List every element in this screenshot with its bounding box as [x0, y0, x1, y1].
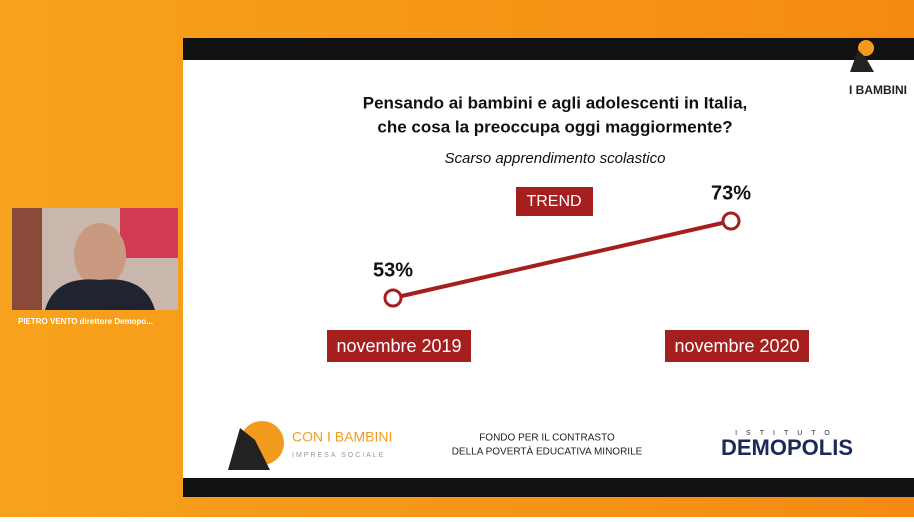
webcam: [12, 208, 178, 310]
webcam-caption: PIETRO VENTO direttore Demopo...: [18, 317, 153, 326]
category-label: novembre 2020: [674, 336, 799, 356]
footer-institute: ISTITUTO: [735, 430, 839, 437]
logo-text: I BAMBINI: [849, 83, 907, 97]
logo-icon: [850, 40, 874, 72]
slide: [183, 38, 914, 497]
line: [392, 219, 732, 300]
category-box: [327, 330, 471, 362]
value-label: 53%: [373, 259, 413, 281]
chart: 53% novembre 2019 73% novembre 2020: [327, 182, 809, 362]
point: [721, 211, 741, 231]
chart-subtitle: Scarso apprendimento scolastico: [445, 150, 666, 167]
footer-institute-name: DEMOPOLIS: [721, 435, 853, 460]
chart-title: Pensando ai bambini e agli adolescenti i…: [363, 93, 748, 112]
chart-title: che cosa la preoccupa oggi maggiormente?: [377, 117, 732, 136]
slide-top-bar: [183, 38, 914, 60]
slide-bottom-bar: [183, 478, 914, 497]
category-label: novembre 2019: [336, 336, 461, 356]
footer-logo: [228, 421, 284, 470]
value-label: 73%: [711, 182, 751, 204]
annotation-box: [516, 187, 593, 216]
point: [383, 288, 403, 308]
category-box: [665, 330, 809, 362]
footer-brand: CON I BAMBINI: [292, 429, 392, 445]
footer-fund: DELLA POVERTÀ EDUCATIVA MINORILE: [452, 445, 643, 458]
footer-fund: FONDO PER IL CONTRASTO: [479, 433, 615, 444]
annotation: TREND: [526, 193, 581, 210]
footer-brand-sub: IMPRESA SOCIALE: [292, 452, 385, 459]
